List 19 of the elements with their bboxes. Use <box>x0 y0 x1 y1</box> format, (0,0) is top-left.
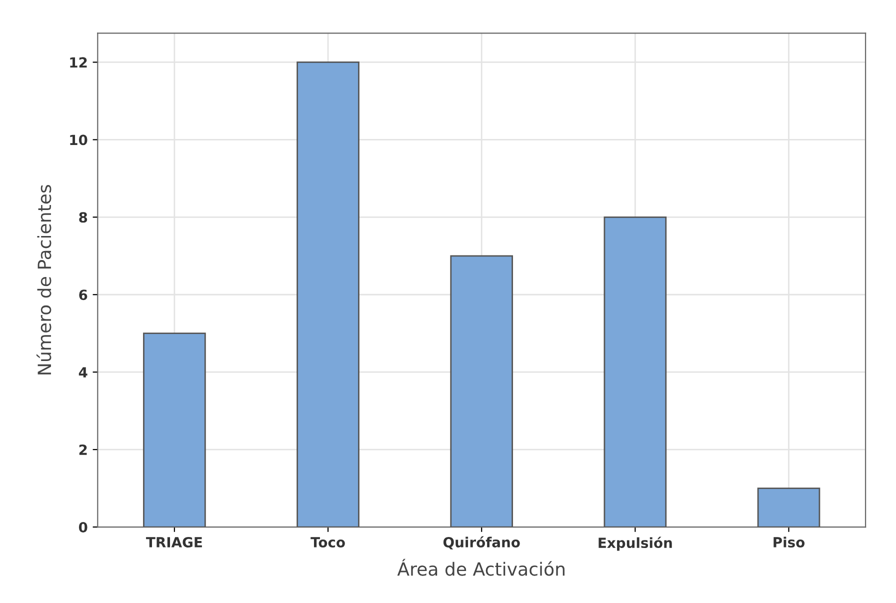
x-axis-title: Área de Activación <box>397 558 564 576</box>
y-tick-label: 6 <box>79 290 88 300</box>
bar <box>757 488 820 528</box>
x-tick-label: Toco <box>310 537 345 548</box>
bar <box>143 332 206 528</box>
bar <box>450 255 514 528</box>
x-tick-label: Piso <box>774 536 805 548</box>
bar <box>296 62 360 528</box>
x-tick-label: Expulsión <box>598 536 672 551</box>
y-tick-label: 10 <box>70 134 88 146</box>
y-tick-label: 8 <box>79 212 88 223</box>
x-tick-label: Quirófano <box>443 536 520 550</box>
y-axis-title: Número de Pacientes <box>36 184 52 374</box>
y-tick-label: 2 <box>79 444 87 455</box>
y-tick-label: 4 <box>78 367 88 378</box>
x-tick-label: TRIAGE <box>146 536 202 548</box>
y-tick-label: 0 <box>78 522 88 532</box>
y-tick-label: 12 <box>70 57 87 68</box>
bar <box>604 216 667 528</box>
